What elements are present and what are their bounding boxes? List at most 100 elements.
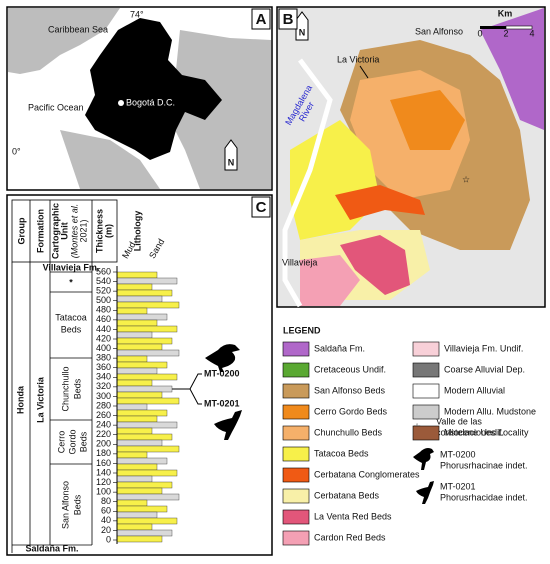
place: Pacific Ocean xyxy=(28,102,84,112)
lithology-bed xyxy=(116,379,153,387)
capital-dot xyxy=(118,100,124,106)
legend-label: Phorusrhacinae indet. xyxy=(440,460,528,470)
tick-label: 240 xyxy=(96,420,111,430)
unit-label: Chunchullo xyxy=(60,366,70,411)
tick-label: 0 xyxy=(106,534,111,544)
leader xyxy=(359,65,369,79)
north-label: N xyxy=(228,157,235,167)
tick-label: 400 xyxy=(96,343,111,353)
header: Thickness xyxy=(94,209,104,253)
lithology-bed xyxy=(116,493,180,501)
legend-title: LEGEND xyxy=(283,325,321,335)
legend-label: Miocene Undif. xyxy=(444,427,504,437)
legend-label: Valle de las xyxy=(436,416,482,426)
specimen-label: MT-0201 xyxy=(204,398,240,408)
tick-label: 540 xyxy=(96,276,111,286)
lithology-bed xyxy=(116,301,180,309)
lithology-bed xyxy=(116,361,168,369)
legend-label: Modern Allu. Mudstone xyxy=(444,406,536,416)
legend-swatch xyxy=(282,530,310,546)
bird-icon xyxy=(214,410,242,440)
legend-label: Cerbatana Conglomerates xyxy=(314,469,420,479)
panel-label: B xyxy=(283,11,294,28)
legend-label: constelaciones Locality xyxy=(436,427,529,437)
legend-swatch xyxy=(282,341,310,357)
legend-label: Coarse Alluvial Dep. xyxy=(444,364,525,374)
lithology-bed xyxy=(116,499,148,507)
lithology-bed xyxy=(116,325,178,333)
lithology-bed xyxy=(116,457,168,465)
panel-label-box xyxy=(278,8,298,30)
legend-label: Cerro Gordo Beds xyxy=(314,406,388,416)
lithology-bed xyxy=(116,319,158,327)
header: Group xyxy=(16,217,26,244)
header: Unit xyxy=(59,222,69,240)
lithology-bed xyxy=(116,481,173,489)
lithology-bed xyxy=(116,463,158,471)
bird-icon xyxy=(416,481,434,504)
lithology-bed xyxy=(116,385,173,393)
bird-icon xyxy=(205,344,240,372)
land xyxy=(60,130,160,189)
colombia xyxy=(85,18,222,160)
scale-label: 4 xyxy=(529,28,534,38)
unit-label: San Alfonso xyxy=(60,481,70,529)
tick-label: 440 xyxy=(96,324,111,334)
lithology-bed xyxy=(116,529,173,537)
panel-c: C Group Formation Cartographic Unit (Mon… xyxy=(6,194,273,556)
legend-label: Tatacoa Beds xyxy=(314,448,369,458)
legend-swatch xyxy=(412,383,440,399)
lithology-bed xyxy=(116,313,168,321)
header: (m) xyxy=(103,224,113,238)
unit-label: Villavieja Fm. xyxy=(43,262,100,272)
lithology-bed xyxy=(116,535,163,543)
lithology-bed xyxy=(116,409,168,417)
unit-label: Beds xyxy=(72,494,82,515)
scale-label: 2 xyxy=(503,28,508,38)
lithology-bed xyxy=(116,337,173,345)
north-label: N xyxy=(299,27,306,37)
legend-label: La Venta Red Beds xyxy=(314,511,392,521)
land xyxy=(170,30,271,189)
tick-label: 20 xyxy=(101,525,111,535)
header: Cartographic xyxy=(50,203,60,259)
river xyxy=(282,58,333,308)
lithology-bed xyxy=(116,403,148,411)
lithology-bed xyxy=(116,505,168,513)
tick-label: 460 xyxy=(96,314,111,324)
legend-label: Cerbatana Beds xyxy=(314,490,380,500)
scale-bar xyxy=(505,25,533,30)
legend-label: Cardon Red Beds xyxy=(314,532,386,542)
lithology-bed xyxy=(116,289,173,297)
map-unit xyxy=(300,255,360,306)
tick-label: 220 xyxy=(96,429,111,439)
legend-swatch xyxy=(412,425,440,441)
lithology-bed xyxy=(116,295,163,303)
specimen-label: MT-0200 xyxy=(204,368,240,378)
lithology-bed xyxy=(116,517,178,525)
legend-label: Phorusrhacidae indet. xyxy=(440,492,528,502)
scale-unit: Km xyxy=(498,8,513,18)
tick-label: 500 xyxy=(96,295,111,305)
legend-label: MT-0201 xyxy=(440,481,476,491)
tick-label: 360 xyxy=(96,362,111,372)
panel-label-box xyxy=(251,196,271,218)
legend-swatch xyxy=(282,467,310,483)
header: (Montes et al. xyxy=(69,204,79,259)
tick-label: 340 xyxy=(96,372,111,382)
tick-label: 260 xyxy=(96,410,111,420)
tick-label: 80 xyxy=(101,496,111,506)
panel-label: C xyxy=(256,199,267,216)
lithology-bed xyxy=(116,523,153,531)
unit-label: Cerro xyxy=(56,431,66,454)
bird-icon xyxy=(413,448,434,470)
place: La Victoria xyxy=(337,54,379,64)
lithology-bed xyxy=(116,271,158,279)
map-unit xyxy=(340,235,410,295)
column-frame xyxy=(11,199,118,553)
legend-swatch xyxy=(412,362,440,378)
map-unit xyxy=(335,185,425,220)
legend-swatch xyxy=(282,404,310,420)
lithology-bed xyxy=(116,355,148,363)
tick-label: 420 xyxy=(96,333,111,343)
